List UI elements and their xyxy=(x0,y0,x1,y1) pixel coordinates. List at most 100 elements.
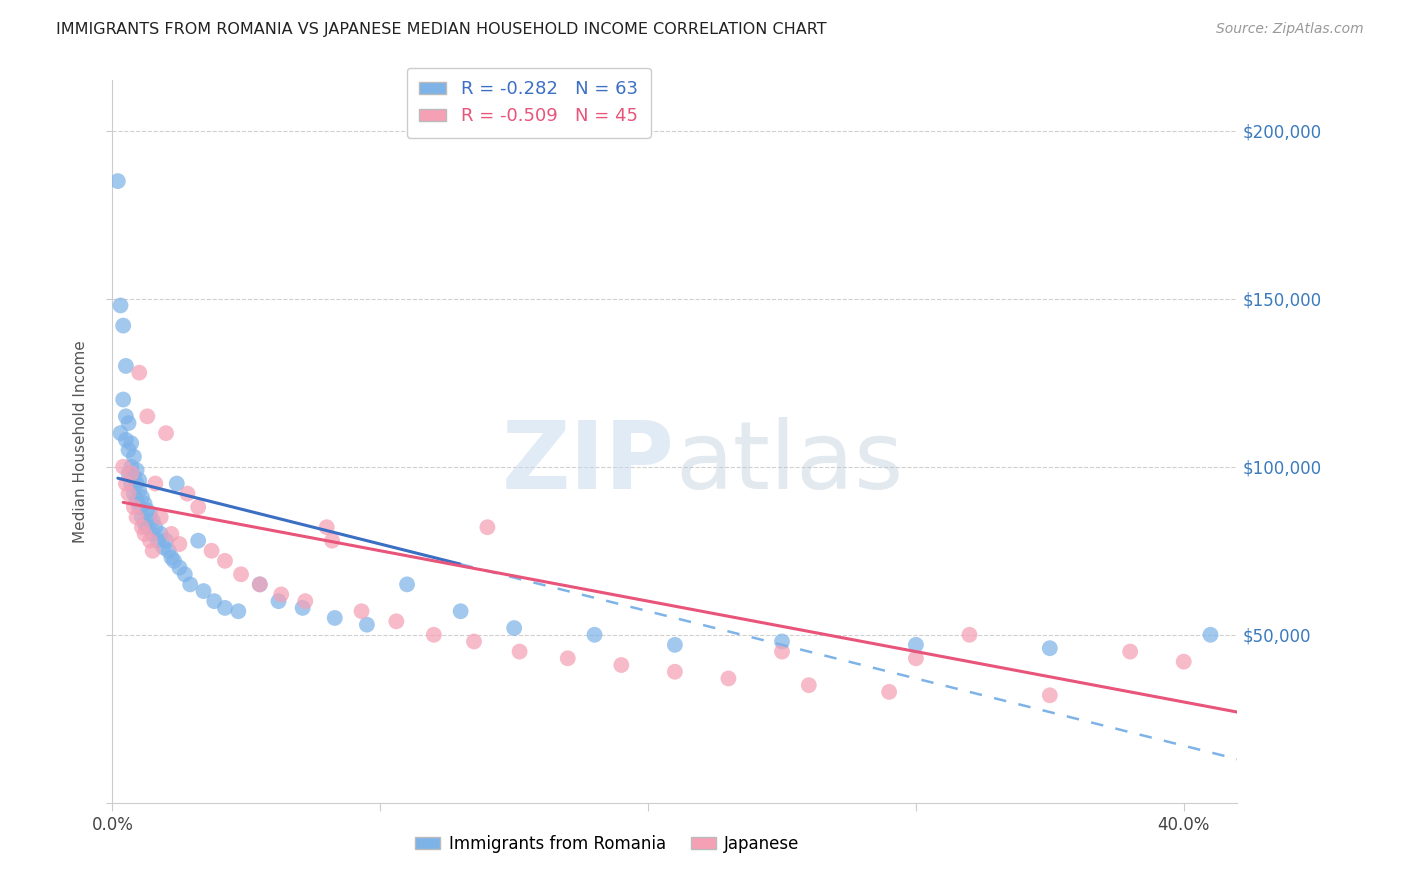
Point xyxy=(155,426,177,441)
Point xyxy=(125,463,148,477)
Point xyxy=(122,450,145,464)
Point xyxy=(557,651,579,665)
Point xyxy=(117,486,139,500)
Point xyxy=(128,500,150,514)
Point xyxy=(115,409,138,424)
Point xyxy=(202,594,225,608)
Point xyxy=(291,600,314,615)
Point xyxy=(214,554,236,568)
Point xyxy=(249,577,271,591)
Point xyxy=(149,527,172,541)
Point xyxy=(166,476,188,491)
Point xyxy=(396,577,419,591)
Point xyxy=(321,533,343,548)
Text: Source: ZipAtlas.com: Source: ZipAtlas.com xyxy=(1216,22,1364,37)
Point xyxy=(136,503,159,517)
Point xyxy=(315,520,337,534)
Point xyxy=(664,638,686,652)
Point xyxy=(120,459,142,474)
Point xyxy=(664,665,686,679)
Point xyxy=(169,560,191,574)
Point xyxy=(136,520,159,534)
Point xyxy=(423,628,446,642)
Point xyxy=(122,500,145,514)
Point xyxy=(959,628,981,642)
Point xyxy=(131,510,153,524)
Point xyxy=(152,541,174,555)
Point xyxy=(112,392,135,407)
Point xyxy=(294,594,316,608)
Point xyxy=(143,520,166,534)
Point xyxy=(122,470,145,484)
Point xyxy=(173,567,195,582)
Point xyxy=(134,527,156,541)
Point xyxy=(163,554,186,568)
Point xyxy=(187,500,209,514)
Point xyxy=(583,628,606,642)
Point xyxy=(350,604,373,618)
Point xyxy=(904,638,927,652)
Point xyxy=(229,567,252,582)
Point xyxy=(139,533,162,548)
Point xyxy=(1199,628,1222,642)
Point xyxy=(1119,644,1142,658)
Point xyxy=(160,550,183,565)
Point xyxy=(1173,655,1195,669)
Point xyxy=(128,483,150,498)
Point xyxy=(115,433,138,447)
Y-axis label: Median Household Income: Median Household Income xyxy=(73,340,89,543)
Point xyxy=(112,459,135,474)
Legend: Immigrants from Romania, Japanese: Immigrants from Romania, Japanese xyxy=(409,828,806,860)
Point xyxy=(193,584,215,599)
Point xyxy=(155,533,177,548)
Point xyxy=(125,493,148,508)
Point xyxy=(117,467,139,481)
Point xyxy=(610,658,633,673)
Point xyxy=(110,426,132,441)
Point xyxy=(122,486,145,500)
Point xyxy=(797,678,820,692)
Point xyxy=(115,359,138,373)
Point xyxy=(503,621,526,635)
Point xyxy=(117,416,139,430)
Point xyxy=(131,520,153,534)
Point xyxy=(134,516,156,531)
Point xyxy=(717,672,740,686)
Point xyxy=(270,587,292,601)
Point xyxy=(169,537,191,551)
Point xyxy=(120,476,142,491)
Point xyxy=(228,604,250,618)
Point xyxy=(128,366,150,380)
Point xyxy=(125,476,148,491)
Point xyxy=(249,577,271,591)
Point xyxy=(267,594,290,608)
Point xyxy=(120,436,142,450)
Point xyxy=(117,442,139,457)
Point xyxy=(904,651,927,665)
Point xyxy=(356,617,378,632)
Text: atlas: atlas xyxy=(675,417,903,509)
Point xyxy=(176,486,198,500)
Point xyxy=(120,467,142,481)
Point xyxy=(107,174,129,188)
Point xyxy=(146,533,169,548)
Point xyxy=(477,520,499,534)
Point xyxy=(142,543,165,558)
Point xyxy=(142,527,165,541)
Point xyxy=(143,476,166,491)
Point xyxy=(125,510,148,524)
Text: ZIP: ZIP xyxy=(502,417,675,509)
Point xyxy=(323,611,346,625)
Point xyxy=(214,600,236,615)
Point xyxy=(110,298,132,312)
Text: IMMIGRANTS FROM ROMANIA VS JAPANESE MEDIAN HOUSEHOLD INCOME CORRELATION CHART: IMMIGRANTS FROM ROMANIA VS JAPANESE MEDI… xyxy=(56,22,827,37)
Point xyxy=(136,409,159,424)
Point xyxy=(200,543,222,558)
Point xyxy=(770,644,793,658)
Point xyxy=(450,604,472,618)
Point xyxy=(509,644,531,658)
Point xyxy=(128,473,150,487)
Point xyxy=(157,543,180,558)
Point xyxy=(142,514,165,528)
Point xyxy=(131,490,153,504)
